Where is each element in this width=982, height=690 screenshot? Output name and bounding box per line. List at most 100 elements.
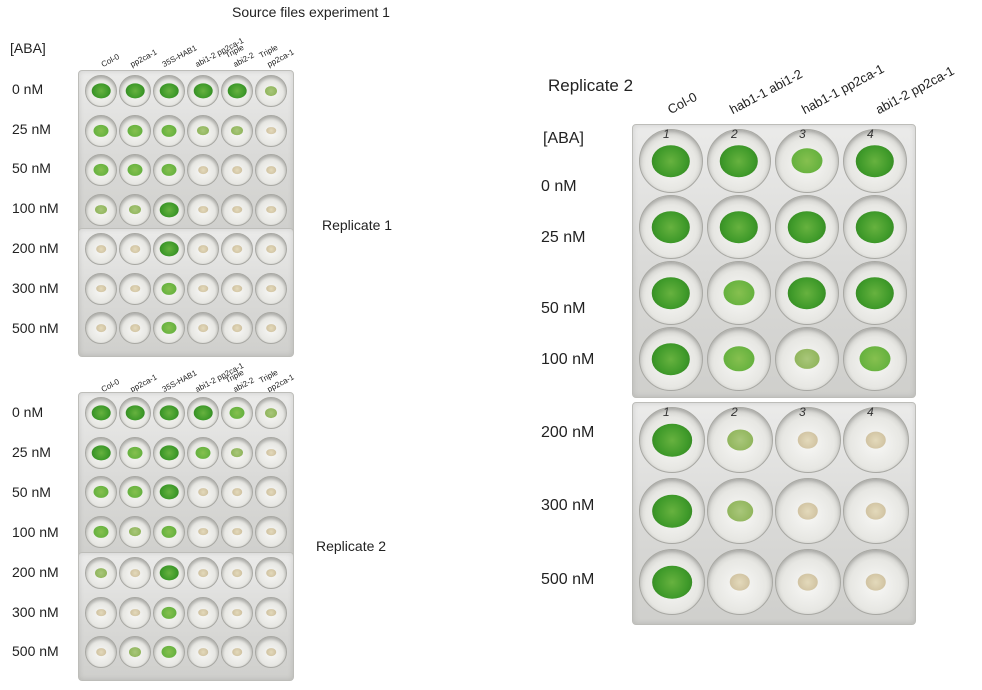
seedlings xyxy=(159,83,179,99)
well xyxy=(85,515,117,548)
seeds xyxy=(797,502,819,520)
well xyxy=(639,129,703,193)
well xyxy=(639,549,705,615)
seeds xyxy=(266,608,276,617)
seeds xyxy=(232,205,242,214)
concentration-label: 25 nM xyxy=(12,121,51,137)
seeds xyxy=(198,608,208,617)
well-number: 1 xyxy=(663,127,670,141)
seeds xyxy=(865,431,887,449)
seedlings xyxy=(193,83,213,99)
well xyxy=(119,515,151,548)
seeds xyxy=(232,648,242,656)
well xyxy=(153,476,185,508)
well xyxy=(775,129,839,193)
well xyxy=(221,596,253,629)
concentration-label: 0 nM xyxy=(12,81,44,97)
well xyxy=(119,636,151,668)
seedlings xyxy=(159,405,179,421)
seeds xyxy=(96,245,106,253)
column-label: Col-0 xyxy=(664,89,700,117)
seedlings xyxy=(93,163,109,177)
seeds xyxy=(266,448,276,457)
seedlings xyxy=(193,405,213,421)
seedlings xyxy=(95,568,107,578)
seeds xyxy=(130,569,140,577)
seedlings xyxy=(127,124,143,137)
well xyxy=(221,557,253,589)
replicate2-plate-lower xyxy=(78,552,294,681)
seedlings xyxy=(719,145,759,177)
seedlings xyxy=(723,346,755,372)
well xyxy=(639,407,705,473)
seeds xyxy=(130,324,140,332)
well xyxy=(221,193,253,226)
seedlings xyxy=(651,145,691,177)
seedlings xyxy=(129,204,141,215)
seedlings xyxy=(161,163,177,177)
well xyxy=(119,272,151,305)
seeds xyxy=(198,648,208,656)
concentration-label: 300 nM xyxy=(12,604,59,620)
column-label: pp2ca-1 xyxy=(128,47,159,69)
seedlings xyxy=(159,484,179,500)
well-number: 1 xyxy=(663,405,670,419)
well xyxy=(85,75,117,107)
well xyxy=(187,636,219,668)
well xyxy=(707,129,771,193)
seeds xyxy=(266,569,276,577)
column-label: hab1-1 abi1-2 xyxy=(726,66,805,117)
well xyxy=(85,397,117,429)
well xyxy=(221,436,253,469)
well xyxy=(187,312,219,344)
well xyxy=(119,436,151,469)
seeds xyxy=(232,284,242,293)
well xyxy=(255,596,287,629)
seedlings xyxy=(787,277,827,309)
seedlings xyxy=(91,405,111,421)
column-label: hab1-1 pp2ca-1 xyxy=(798,60,887,117)
well xyxy=(153,596,185,629)
seeds xyxy=(266,527,276,536)
seeds xyxy=(266,126,276,135)
seeds xyxy=(266,166,276,174)
seeds xyxy=(130,608,140,617)
well xyxy=(707,261,771,325)
concentration-label: 200 nM xyxy=(12,564,59,580)
well xyxy=(187,272,219,305)
seeds xyxy=(96,324,106,332)
seedlings xyxy=(93,485,109,499)
well xyxy=(255,636,287,668)
concentration-label: 500 nM xyxy=(12,320,59,336)
seedlings xyxy=(161,606,177,619)
seedlings xyxy=(159,444,179,461)
well-number: 3 xyxy=(799,405,806,419)
seeds xyxy=(865,573,887,591)
replicate2-right-plate-lower: 1 2 3 4 xyxy=(632,402,916,625)
seedlings xyxy=(859,346,891,372)
well xyxy=(187,515,219,548)
column-label: abi1-2 pp2ca-1 xyxy=(872,63,957,117)
well xyxy=(255,272,287,305)
concentration-label: 300 nM xyxy=(12,280,59,296)
seedlings xyxy=(161,645,177,659)
well xyxy=(843,549,909,615)
seedlings xyxy=(651,343,691,375)
well xyxy=(255,154,287,186)
well xyxy=(221,515,253,548)
well xyxy=(153,193,185,226)
replicate2-title: Replicate 2 xyxy=(548,76,634,95)
concentration-label: 200 nM xyxy=(12,240,59,256)
seedlings xyxy=(651,277,691,309)
well xyxy=(221,75,253,107)
well xyxy=(119,397,151,429)
seeds xyxy=(130,284,140,293)
seedlings xyxy=(197,125,209,136)
well xyxy=(843,478,909,544)
well xyxy=(85,476,117,508)
seedlings xyxy=(159,201,179,218)
seeds xyxy=(198,569,208,577)
seedlings xyxy=(231,447,243,458)
concentration-label: 500 nM xyxy=(12,643,59,659)
seedlings xyxy=(93,124,109,137)
